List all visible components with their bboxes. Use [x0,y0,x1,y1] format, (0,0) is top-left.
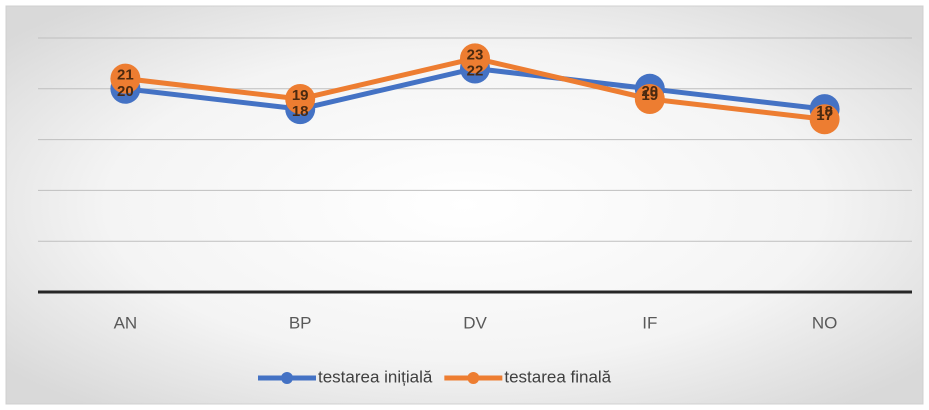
marker [634,83,665,114]
data-label: 21 [117,67,134,84]
legend-label: testarea finală [504,367,611,386]
marker [809,104,840,135]
legend-marker [281,372,293,384]
data-label: 17 [816,107,833,124]
data-label: 19 [641,87,658,104]
data-label: 18 [292,103,309,120]
data-label: 18 [816,103,833,120]
data-label: 22 [467,62,484,79]
legend-marker [467,372,480,384]
data-label: 20 [641,83,658,100]
legend-label: testarea inițială [318,367,433,386]
x-tick-label: DV [463,313,487,332]
x-tick-label: BP [289,313,312,332]
marker [110,63,141,94]
data-label: 20 [117,83,134,100]
data-label: 23 [467,46,484,63]
data-label: 19 [292,87,309,104]
x-tick-label: IF [642,313,657,332]
marker [285,83,316,114]
marker [460,43,490,74]
x-tick-label: AN [114,313,138,332]
x-tick-label: NO [812,313,838,332]
